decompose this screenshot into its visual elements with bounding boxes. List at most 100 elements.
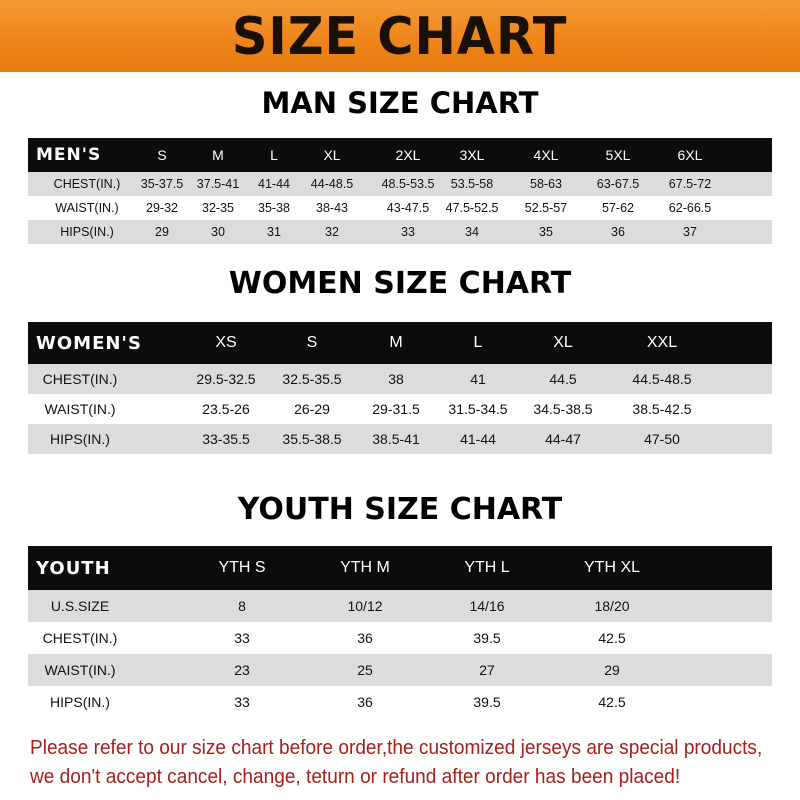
women-size-table: WOMEN'S XS S M L XL XXL CHEST(IN.) 29.5-32.5 32.5… (28, 322, 772, 454)
table-cell: 44-48.5 (310, 177, 354, 191)
women-section-title: WOMEN SIZE CHART (228, 266, 572, 301)
table-cell: 37.5-41 (196, 177, 240, 191)
table-cell: 14/16 (469, 598, 505, 614)
table-cell: 29-31.5 (372, 401, 420, 417)
row-label: CHEST(IN.) (42, 371, 118, 387)
table-header-row: YOUTH YTH S YTH M YTH L YTH XL (28, 546, 772, 590)
table-cell: 29 (604, 662, 620, 678)
table-cell: 41-44 (460, 431, 496, 447)
table-row: U.S.SIZE 8 10/12 14/16 18/20 (28, 590, 772, 622)
table-cell: 27 (479, 662, 495, 678)
table-cell: 32.5-35.5 (282, 371, 342, 387)
order-notice: Please refer to our size chart before or… (30, 733, 763, 791)
table-cell: 43-47.5 (386, 201, 430, 215)
table-cell: 39.5 (473, 694, 501, 710)
size-column-header: YTH L (464, 559, 510, 576)
table-cell: 34.5-38.5 (533, 401, 593, 417)
table-cell: 8 (238, 598, 246, 614)
size-column-header: YTH S (218, 559, 266, 576)
table-header-label: YOUTH (36, 557, 111, 579)
row-label: HIPS(IN.) (60, 225, 114, 239)
table-cell: 37 (683, 225, 697, 239)
size-column-header: L (270, 147, 278, 163)
table-cell: 52.5-57 (524, 201, 568, 215)
row-label: HIPS(IN.) (50, 694, 110, 710)
size-column-header: S (306, 334, 318, 351)
table-row: HIPS(IN.) 33-35.5 35.5-38.5 38.5-41 41-44 44-… (28, 424, 772, 454)
size-column-header: 2XL (395, 147, 421, 163)
table-cell: 33 (234, 694, 250, 710)
row-label: WAIST(IN.) (44, 662, 116, 678)
table-header-row: WOMEN'S XS S M L XL XXL (28, 322, 772, 364)
table-cell: 32 (325, 225, 339, 239)
size-column-header: S (157, 147, 167, 163)
table-cell: 35-38 (258, 201, 290, 215)
table-cell: 29-32 (146, 201, 178, 215)
table-cell: 38.5-41 (372, 431, 420, 447)
table-row: WAIST(IN.) 23.5-26 26-29 29-31.5 31.5-34.5 34… (28, 394, 772, 424)
table-cell: 58-63 (530, 177, 562, 191)
table-cell: 33 (234, 630, 250, 646)
table-cell: 31 (267, 225, 281, 239)
table-cell: 47-50 (644, 431, 680, 447)
table-cell: 42.5 (598, 630, 626, 646)
table-header-label: WOMEN'S (36, 332, 142, 354)
table-cell: 33-35.5 (202, 431, 250, 447)
table-cell: 34 (465, 225, 479, 239)
row-label: CHEST(IN.) (42, 630, 118, 646)
banner: SIZE CHART (0, 0, 800, 72)
size-column-header: XL (323, 147, 341, 163)
youth-size-table: YOUTH YTH S YTH M YTH L YTH XL U.S.SIZE 8 10/12… (28, 546, 772, 718)
table-cell: 42.5 (598, 694, 626, 710)
size-column-header: M (389, 334, 403, 351)
men-section-title: MAN SIZE CHART (261, 86, 539, 120)
table-row: HIPS(IN.) 29 30 31 32 33 34 35 36 37 (28, 220, 772, 244)
table-cell: 44.5 (549, 371, 577, 387)
row-label: CHEST(IN.) (53, 177, 121, 191)
table-row: HIPS(IN.) 33 36 39.5 42.5 (28, 686, 772, 718)
size-column-header: 3XL (459, 147, 485, 163)
size-column-header: M (212, 147, 224, 163)
men-size-table: MEN'S S M L XL 2XL 3XL 4XL 5XL 6XL CHEST(IN.) 35-37… (28, 138, 772, 244)
size-column-header: XXL (646, 334, 678, 351)
table-cell: 10/12 (347, 598, 383, 614)
row-label: WAIST(IN.) (55, 201, 119, 215)
table-cell: 29 (155, 225, 169, 239)
table-row: WAIST(IN.) 23 25 27 29 (28, 654, 772, 686)
table-cell: 31.5-34.5 (448, 401, 508, 417)
table-cell: 38-43 (316, 201, 348, 215)
size-column-header: 4XL (533, 147, 559, 163)
table-row: CHEST(IN.) 33 36 39.5 42.5 (28, 622, 772, 654)
table-cell: 33 (401, 225, 415, 239)
table-cell: 44.5-48.5 (632, 371, 692, 387)
row-label: HIPS(IN.) (50, 431, 110, 447)
table-cell: 32-35 (202, 201, 234, 215)
table-row: CHEST(IN.) 29.5-32.5 32.5-35.5 38 41 44.5 44.5… (28, 364, 772, 394)
table-cell: 48.5-53.5 (381, 177, 435, 191)
table-cell: 18/20 (594, 598, 630, 614)
table-cell: 57-62 (602, 201, 634, 215)
table-cell: 63-67.5 (596, 177, 640, 191)
table-cell: 38 (388, 371, 404, 387)
size-column-header: L (473, 334, 483, 351)
order-notice-line-1: Please refer to our size chart before or… (30, 736, 763, 759)
table-cell: 38.5-42.5 (632, 401, 692, 417)
banner-title: SIZE CHART (232, 7, 568, 67)
table-row: CHEST(IN.) 35-37.5 37.5-41 41-44 44-48.5 48.5… (28, 172, 772, 196)
table-cell: 26-29 (294, 401, 330, 417)
table-cell: 25 (357, 662, 373, 678)
table-cell: 36 (611, 225, 625, 239)
row-label: U.S.SIZE (50, 598, 110, 614)
table-cell: 30 (211, 225, 225, 239)
youth-section-title: YOUTH SIZE CHART (237, 492, 563, 527)
table-row: WAIST(IN.) 29-32 32-35 35-38 38-43 43-47.5 47.… (28, 196, 772, 220)
table-cell: 35 (539, 225, 553, 239)
table-cell: 47.5-52.5 (445, 201, 499, 215)
table-cell: 39.5 (473, 630, 501, 646)
table-cell: 35-37.5 (140, 177, 184, 191)
size-column-header: YTH M (340, 559, 390, 576)
table-cell: 36 (357, 630, 373, 646)
table-cell: 41 (470, 371, 486, 387)
table-cell: 23 (234, 662, 250, 678)
size-column-header: XS (215, 334, 237, 351)
